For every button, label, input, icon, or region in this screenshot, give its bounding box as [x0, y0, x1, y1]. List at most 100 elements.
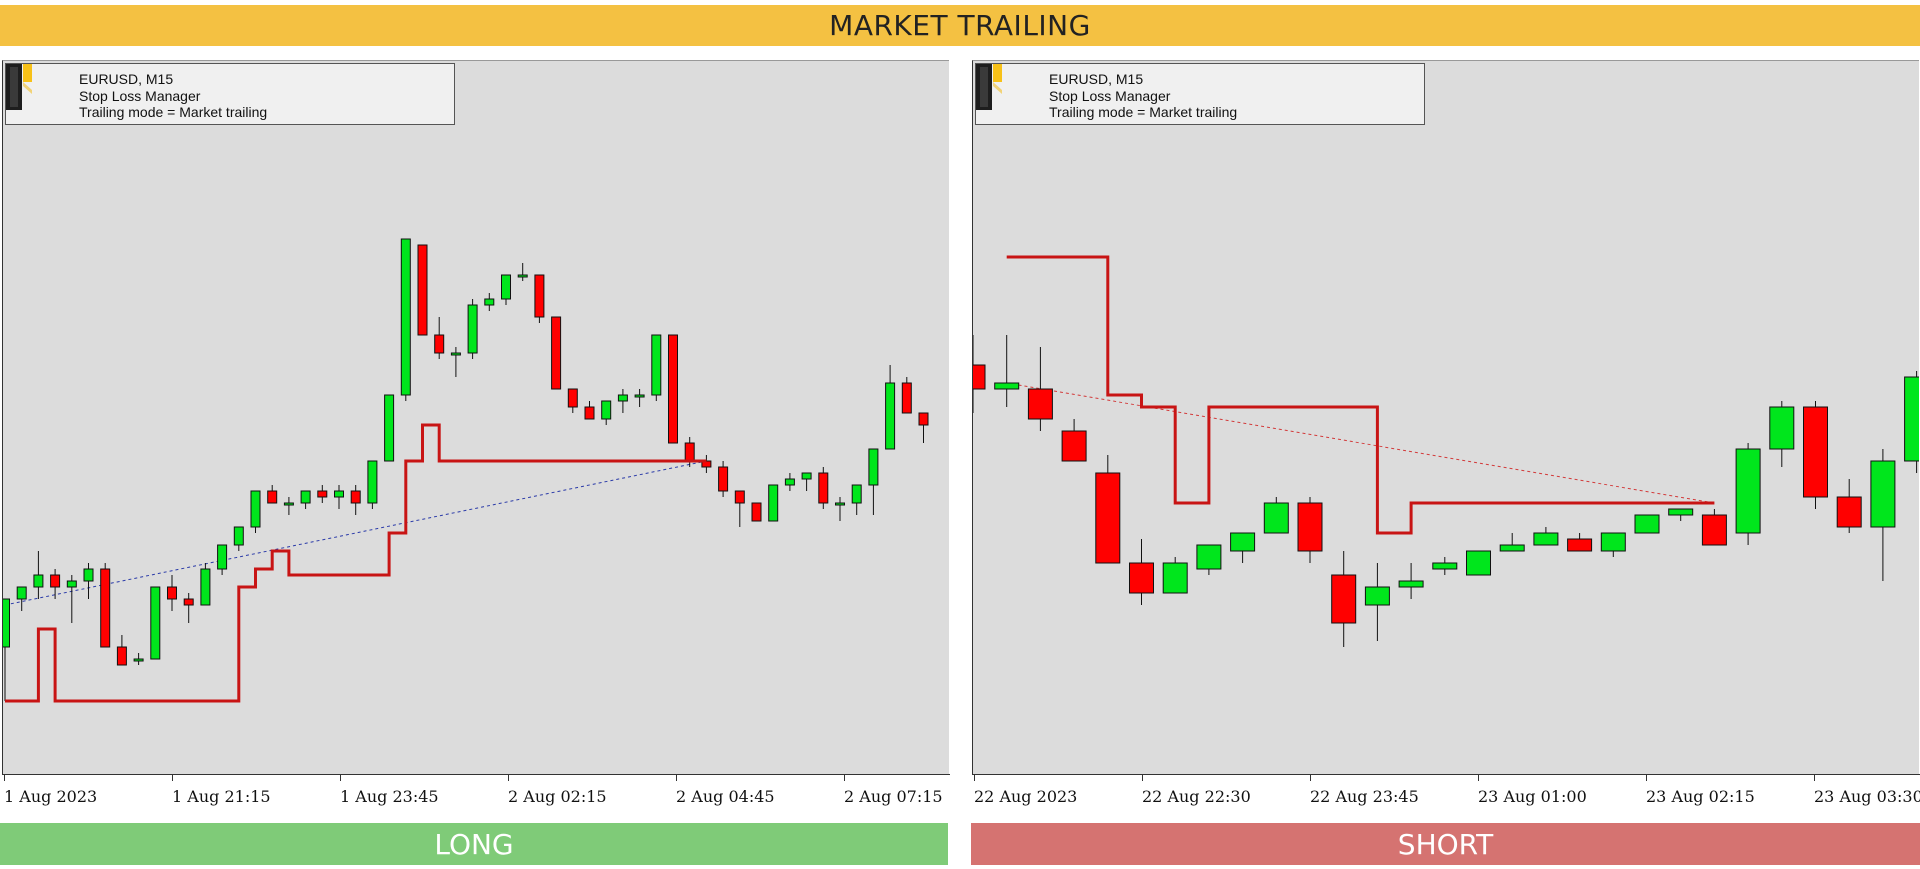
- bull-candle: [484, 298, 495, 306]
- bull-candle: [3, 598, 10, 648]
- info-mode: Trailing mode = Market trailing: [1049, 104, 1238, 120]
- x-tick-label: 1 Aug 21:15: [172, 787, 271, 806]
- bear-candle: [668, 334, 678, 444]
- bull-candle: [1162, 562, 1188, 594]
- bull-candle: [1668, 508, 1694, 516]
- bear-candle: [1331, 574, 1357, 624]
- bull-candle: [150, 586, 161, 660]
- bull-candle: [300, 490, 311, 504]
- bear-candle: [718, 466, 729, 492]
- bull-candle: [1499, 544, 1525, 552]
- bull-candle: [868, 448, 879, 486]
- bull-candle: [283, 502, 294, 506]
- bull-candle: [994, 382, 1020, 390]
- bear-candle: [1701, 514, 1727, 546]
- x-tick: [676, 775, 677, 781]
- bull-candle: [16, 586, 27, 600]
- indicator-logo-icon: [6, 64, 32, 110]
- bear-candle: [50, 574, 61, 588]
- bear-candle: [434, 334, 445, 354]
- bull-candle: [1364, 586, 1390, 606]
- x-tick-label: 22 Aug 22:30: [1142, 787, 1251, 806]
- bull-candle: [784, 478, 795, 486]
- bull-candle: [1735, 448, 1761, 534]
- stop-loss-line: [1006, 255, 1715, 535]
- bear-candle: [901, 382, 912, 414]
- bull-candle: [768, 484, 779, 522]
- bull-candle: [33, 574, 44, 588]
- bear-candle: [1129, 562, 1154, 594]
- x-tick: [340, 775, 341, 781]
- bull-candle: [467, 304, 478, 354]
- bull-candle: [200, 568, 211, 606]
- bull-candle: [1870, 460, 1896, 528]
- bull-candle: [1263, 502, 1289, 534]
- bear-candle: [567, 388, 578, 408]
- bull-candle: [233, 526, 244, 546]
- info-mode: Trailing mode = Market trailing: [79, 104, 268, 120]
- bull-candle: [83, 568, 94, 582]
- x-tick: [1310, 775, 1311, 781]
- short-candlestick-svg: [973, 255, 1919, 647]
- bull-candle: [801, 472, 812, 480]
- bear-candle: [918, 412, 929, 426]
- x-tick: [4, 775, 5, 781]
- bull-candle: [1634, 514, 1660, 534]
- bull-candle: [835, 502, 845, 506]
- bear-candle: [1567, 538, 1593, 552]
- bear-candle: [100, 568, 111, 648]
- indicator-logo-icon: [976, 64, 1002, 110]
- x-tick-label: 23 Aug 03:30: [1814, 787, 1920, 806]
- bear-candle: [973, 364, 986, 390]
- page-banner: MARKET TRAILING: [0, 5, 1920, 46]
- bear-candle: [1061, 430, 1087, 462]
- x-tick: [974, 775, 975, 781]
- info-indicator: Stop Loss Manager: [1049, 87, 1171, 104]
- x-tick-label: 1 Aug 2023: [4, 787, 98, 806]
- bull-candle: [400, 238, 411, 396]
- bull-candle: [851, 484, 862, 504]
- x-tick: [508, 775, 509, 781]
- bear-candle: [350, 490, 361, 504]
- entry-trend-line: [4, 460, 707, 606]
- bear-candle: [1836, 496, 1862, 528]
- x-tick: [1142, 775, 1143, 781]
- x-tick: [1814, 775, 1815, 781]
- bear-candle: [167, 586, 177, 600]
- bear-candle: [1095, 472, 1121, 564]
- short-chart-plot: EURUSD, M15 Stop Loss Manager Trailing m…: [972, 60, 1919, 775]
- bull-candle: [334, 490, 344, 498]
- bear-candle: [534, 274, 545, 318]
- long-chart-plot: EURUSD, M15 Stop Loss Manager Trailing m…: [2, 60, 949, 775]
- stop-loss-line: [5, 423, 707, 703]
- bull-candle: [885, 382, 896, 450]
- bull-candle: [617, 394, 628, 402]
- bear-candle: [734, 490, 745, 504]
- bear-candle: [183, 598, 194, 606]
- short-label: SHORT: [971, 823, 1920, 865]
- bear-candle: [818, 472, 829, 504]
- bull-candle: [517, 274, 528, 278]
- bear-candle: [1803, 406, 1828, 498]
- info-symbol: EURUSD, M15: [79, 71, 174, 87]
- long-candlestick-svg: [3, 238, 929, 703]
- x-tick: [1646, 775, 1647, 781]
- short-chart-panel: EURUSD, M15 Stop Loss Manager Trailing m…: [972, 60, 1920, 816]
- bull-candle: [501, 274, 511, 300]
- bull-candle: [1398, 580, 1424, 588]
- x-tick-label: 2 Aug 02:15: [508, 787, 607, 806]
- short-x-axis: 22 Aug 2023 22 Aug 22:30 22 Aug 23:45 23…: [972, 774, 1920, 815]
- x-tick: [1478, 775, 1479, 781]
- bull-candle: [384, 394, 395, 462]
- bear-candle: [1297, 502, 1323, 552]
- info-indicator: Stop Loss Manager: [79, 87, 201, 104]
- long-info-box: EURUSD, M15 Stop Loss Manager Trailing m…: [5, 63, 455, 125]
- bull-candle: [1769, 406, 1795, 450]
- bear-candle: [1027, 388, 1053, 420]
- bull-candle: [1904, 376, 1919, 462]
- bull-candle: [601, 400, 612, 420]
- long-x-axis: 1 Aug 2023 1 Aug 21:15 1 Aug 23:45 2 Aug…: [2, 774, 950, 815]
- x-tick-label: 1 Aug 23:45: [340, 787, 439, 806]
- bull-candle: [450, 352, 461, 356]
- x-tick-label: 23 Aug 01:00: [1478, 787, 1587, 806]
